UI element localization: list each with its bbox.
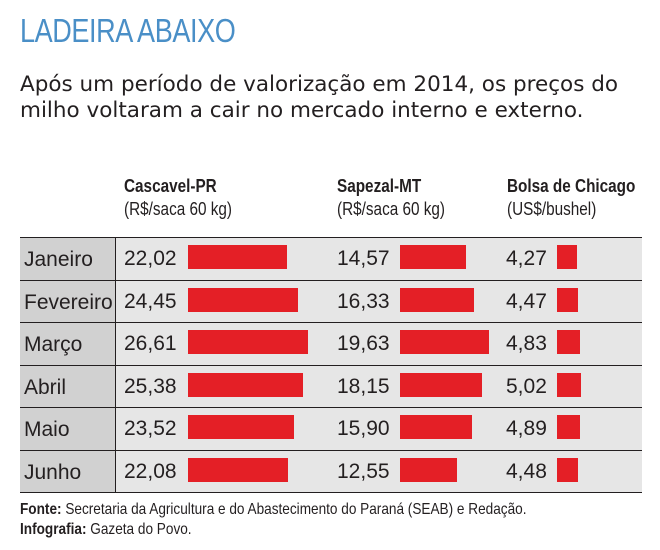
- series-unit: (R$/saca 60 kg): [337, 199, 446, 219]
- bar: [400, 287, 474, 312]
- table-row: Março 26,61 19,63 4,83: [20, 323, 642, 366]
- data-label: 23,52: [124, 417, 177, 440]
- month-label: Maio: [20, 408, 116, 450]
- table-row: Maio 23,52 15,90 4,89: [20, 408, 642, 451]
- bar: [188, 245, 288, 269]
- data-table: Janeiro 22,02 14,57 4,27 Fevereiro 24,45 16,33…: [20, 237, 642, 493]
- series-unit: (R$/saca 60 kg): [124, 199, 233, 219]
- series-name: Sapezal-MT: [337, 176, 422, 196]
- bar: [400, 457, 457, 482]
- month-label: Junho: [20, 450, 116, 492]
- bar: [557, 245, 578, 269]
- series-name: Bolsa de Chicago: [507, 176, 636, 196]
- column-header-sapezal: Sapezal-MT (R$/saca 60 kg): [337, 175, 445, 221]
- bar: [188, 330, 308, 354]
- bar: [400, 245, 467, 269]
- month-label: Janeiro: [20, 238, 116, 280]
- data-label: 12,55: [337, 459, 390, 483]
- series-name: Cascavel-PR: [124, 176, 217, 196]
- data-label: 4,89: [506, 417, 547, 440]
- series-unit: (US$/bushel): [507, 199, 597, 219]
- data-label: 4,27: [506, 247, 547, 270]
- data-label: 15,90: [337, 417, 390, 440]
- month-label: Março: [20, 323, 116, 365]
- bar: [400, 415, 473, 439]
- chart-subtitle: Após um período de valorização em 2014, …: [20, 72, 619, 123]
- source-line: Fonte: Secretaria da Agricultura e do Ab…: [20, 500, 526, 520]
- bar: [400, 372, 483, 397]
- credit-line: Infografia: Gazeta do Povo.: [20, 520, 526, 540]
- bar: [188, 287, 299, 312]
- month-label: Abril: [20, 365, 116, 407]
- bar: [557, 415, 581, 439]
- bar: [557, 287, 579, 312]
- bar: [557, 330, 581, 354]
- bar: [400, 330, 489, 354]
- month-label: Fevereiro: [20, 280, 116, 322]
- column-header-chicago: Bolsa de Chicago (US$/bushel): [507, 175, 635, 221]
- data-label: 22,08: [124, 459, 177, 483]
- bar: [188, 372, 303, 397]
- data-label: 25,38: [124, 374, 177, 398]
- data-label: 26,61: [124, 332, 177, 355]
- table-row: Janeiro 22,02 14,57 4,27: [20, 238, 642, 281]
- bar: [188, 415, 295, 439]
- data-label: 22,02: [124, 247, 177, 270]
- chart-title: LADEIRA ABAIXO: [20, 12, 236, 49]
- bar: [188, 457, 288, 482]
- credit-label: Infografia:: [20, 521, 87, 538]
- credit-text: Gazeta do Povo.: [90, 521, 192, 538]
- source-text: Secretaria da Agricultura e do Abastecim…: [65, 501, 527, 518]
- data-label: 16,33: [337, 289, 390, 313]
- source-label: Fonte:: [20, 501, 62, 518]
- data-label: 18,15: [337, 374, 390, 398]
- data-label: 19,63: [337, 332, 390, 355]
- data-label: 4,48: [506, 459, 547, 483]
- data-label: 4,83: [506, 332, 547, 355]
- table-row: Abril 25,38 18,15 5,02: [20, 365, 642, 408]
- bar: [557, 372, 581, 397]
- table-row: Fevereiro 24,45 16,33 4,47: [20, 280, 642, 323]
- bar: [557, 457, 579, 482]
- data-label: 4,47: [506, 289, 547, 313]
- data-label: 5,02: [506, 374, 547, 398]
- table-row: Junho 22,08 12,55 4,48: [20, 450, 642, 493]
- chart-footer: Fonte: Secretaria da Agricultura e do Ab…: [20, 500, 526, 540]
- data-label: 14,57: [337, 247, 390, 270]
- column-header-cascavel: Cascavel-PR (R$/saca 60 kg): [124, 175, 232, 221]
- data-label: 24,45: [124, 289, 177, 313]
